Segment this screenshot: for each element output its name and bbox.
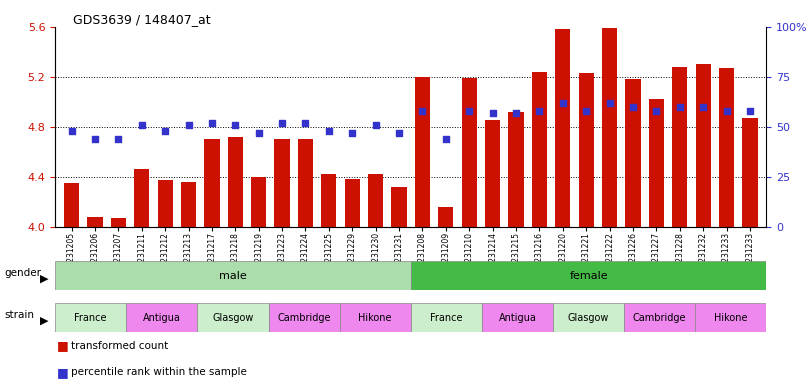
Point [580,108,593,114]
Bar [392,187,406,227]
Bar [742,118,757,227]
Point [720,108,733,114]
Text: ▶: ▶ [41,273,49,283]
Text: Glasgow: Glasgow [212,313,254,323]
Point [463,108,476,114]
Bar [345,179,360,227]
Text: ■: ■ [57,339,68,352]
Text: percentile rank within the sample: percentile rank within the sample [71,367,247,377]
Bar [719,68,734,227]
Text: Cambridge: Cambridge [633,313,686,323]
Point [509,110,522,116]
Bar [508,112,524,227]
Bar [268,303,340,332]
Bar [415,77,430,227]
Bar [274,139,290,227]
Bar [482,303,553,332]
Bar [649,99,664,227]
Point [205,120,218,126]
Bar [181,182,196,227]
Text: female: female [569,270,608,281]
Bar [438,207,453,227]
Bar [298,139,313,227]
Text: Hikone: Hikone [714,313,748,323]
Point [744,108,757,114]
Text: ▶: ▶ [41,316,49,326]
Text: ■: ■ [57,366,68,379]
Point [650,108,663,114]
Point [229,122,242,128]
Point [533,108,546,114]
Bar [55,261,411,290]
Bar [251,177,266,227]
Bar [340,303,411,332]
Point [299,120,312,126]
Bar [134,169,149,227]
Point [697,104,710,110]
Bar [197,303,268,332]
Point [440,136,453,142]
Text: Cambridge: Cambridge [277,313,331,323]
Text: transformed count: transformed count [71,341,169,351]
Bar [695,303,766,332]
Bar [157,180,173,227]
Point [556,100,569,106]
Point [276,120,289,126]
Bar [672,67,688,227]
Point [65,127,78,134]
Point [323,127,336,134]
Point [393,130,406,136]
Bar [127,303,197,332]
Bar [55,303,127,332]
Bar [64,183,79,227]
Point [486,110,499,116]
Text: Glasgow: Glasgow [568,313,609,323]
Bar [602,28,617,227]
Point [345,130,358,136]
Bar [88,217,102,227]
Bar [411,261,766,290]
Bar [228,137,243,227]
Text: male: male [219,270,247,281]
Text: strain: strain [4,310,34,320]
Bar [696,64,710,227]
Text: gender: gender [4,268,41,278]
Bar [553,303,624,332]
Bar [411,303,482,332]
Bar [461,78,477,227]
Text: Antigua: Antigua [499,313,536,323]
Point [627,104,640,110]
Bar [556,30,570,227]
Bar [532,72,547,227]
Point [416,108,429,114]
Point [603,100,616,106]
Bar [624,303,695,332]
Point [159,127,172,134]
Point [369,122,382,128]
Point [673,104,686,110]
Bar [368,174,384,227]
Bar [321,174,337,227]
Point [182,122,195,128]
Bar [204,139,220,227]
Text: GDS3639 / 148407_at: GDS3639 / 148407_at [73,13,211,26]
Text: France: France [430,313,462,323]
Bar [111,218,126,227]
Point [88,136,101,142]
Bar [625,79,641,227]
Point [135,122,148,128]
Text: Hikone: Hikone [358,313,392,323]
Point [252,130,265,136]
Bar [485,121,500,227]
Text: Antigua: Antigua [143,313,181,323]
Point [112,136,125,142]
Bar [578,73,594,227]
Text: France: France [75,313,107,323]
